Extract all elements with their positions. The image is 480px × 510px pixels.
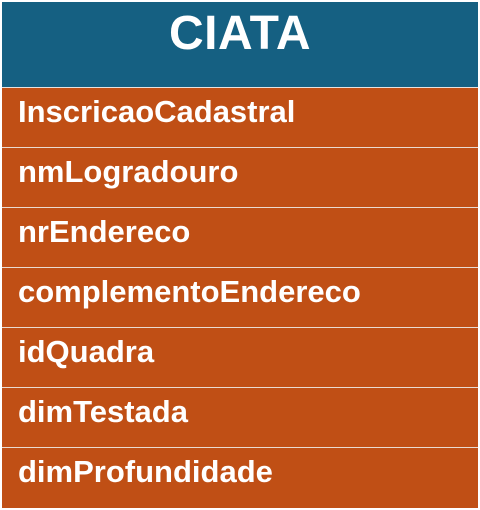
field-dim-testada: dimTestada — [18, 394, 188, 429]
field-row: dimTestada — [2, 388, 478, 448]
entity-header: CIATA — [2, 2, 478, 88]
entity-title: CIATA — [168, 7, 312, 60]
field-row: complementoEndereco — [2, 268, 478, 328]
field-id-quadra: idQuadra — [18, 334, 155, 369]
field-dim-profundidade: dimProfundidade — [18, 454, 273, 489]
field-inscricao-cadastral: InscricaoCadastral — [18, 94, 296, 129]
field-list: InscricaoCadastral nmLogradouro nrEndere… — [2, 88, 478, 508]
field-nr-endereco: nrEndereco — [18, 214, 191, 249]
field-row: dimProfundidade — [2, 448, 478, 508]
field-row: InscricaoCadastral — [2, 88, 478, 148]
field-nm-logradouro: nmLogradouro — [18, 154, 239, 189]
field-row: idQuadra — [2, 328, 478, 388]
field-row: nrEndereco — [2, 208, 478, 268]
field-complemento-endereco: complementoEndereco — [18, 274, 361, 309]
field-row: nmLogradouro — [2, 148, 478, 208]
